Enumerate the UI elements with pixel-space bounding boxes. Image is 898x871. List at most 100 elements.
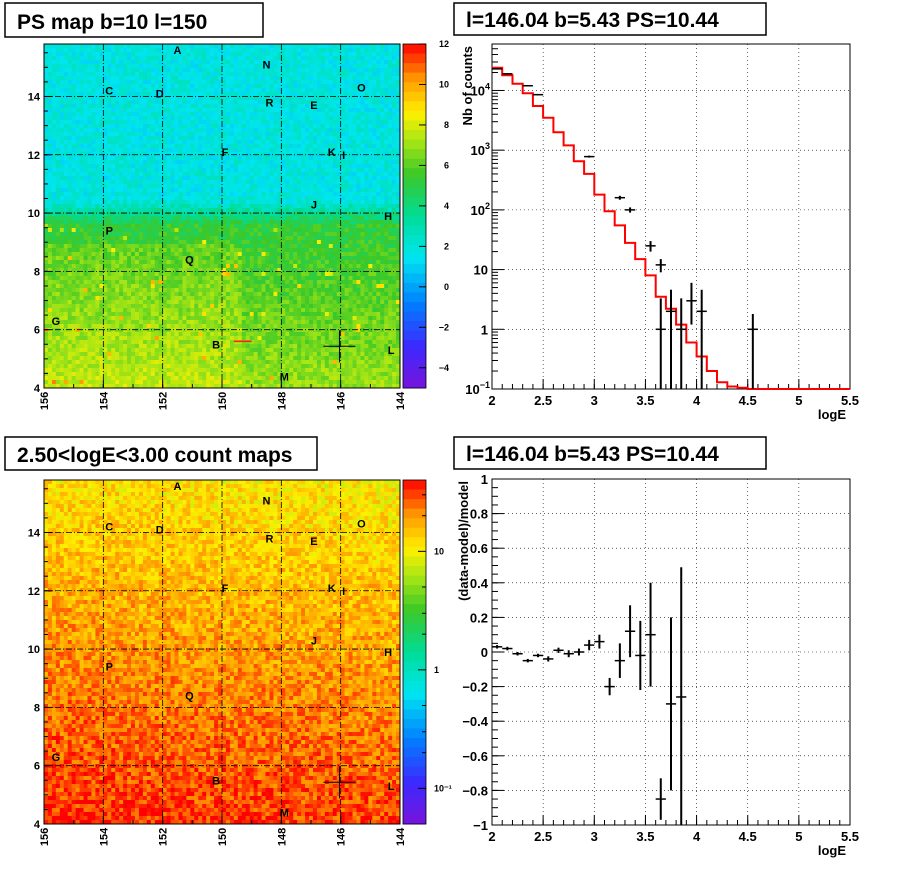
map-cell	[44, 132, 48, 136]
map-cell	[281, 132, 285, 136]
map-cell	[250, 108, 254, 112]
map-cell	[48, 100, 52, 104]
map-cell	[95, 224, 99, 228]
map-cell	[218, 128, 222, 132]
map-cell	[238, 232, 242, 236]
map-cell	[151, 48, 155, 52]
map-cell	[76, 88, 80, 92]
map-cell	[305, 240, 309, 244]
map-cell	[333, 132, 337, 136]
map-cell	[242, 232, 246, 236]
map-cell	[214, 136, 218, 140]
map-cell	[297, 108, 301, 112]
map-cell	[349, 152, 353, 156]
map-cell	[281, 76, 285, 80]
map-cell	[72, 120, 76, 124]
map-cell	[167, 144, 171, 148]
map-cell	[56, 232, 60, 236]
map-cell	[297, 244, 301, 248]
map-cell	[258, 136, 262, 140]
map-cell	[127, 164, 131, 168]
map-cell	[301, 200, 305, 204]
map-cell	[341, 252, 345, 256]
map-cell	[321, 128, 325, 132]
map-cell	[329, 240, 333, 244]
map-cell	[380, 80, 384, 84]
map-cell	[262, 156, 266, 160]
map-cell	[246, 84, 250, 88]
map-cell	[281, 172, 285, 176]
map-cell	[368, 236, 372, 240]
map-cell	[329, 132, 333, 136]
map-cell	[202, 176, 206, 180]
map-cell	[194, 112, 198, 116]
map-cell	[95, 172, 99, 176]
map-cell	[289, 244, 293, 248]
map-cell	[194, 208, 198, 212]
map-cell	[163, 252, 167, 256]
map-cell	[64, 88, 68, 92]
map-cell	[364, 224, 368, 228]
map-cell	[60, 196, 64, 200]
map-cell	[135, 164, 139, 168]
map-cell	[111, 156, 115, 160]
map-cell	[333, 100, 337, 104]
map-cell	[210, 52, 214, 56]
map-cell	[171, 184, 175, 188]
map-cell	[226, 236, 230, 240]
map-cell	[333, 248, 337, 252]
map-cell	[388, 252, 392, 256]
map-cell	[214, 76, 218, 80]
map-cell	[293, 104, 297, 108]
map-cell	[178, 152, 182, 156]
map-cell	[210, 184, 214, 188]
map-cell	[131, 216, 135, 220]
map-cell	[210, 124, 214, 128]
map-cell	[60, 172, 64, 176]
map-cell	[167, 260, 171, 264]
map-cell	[111, 176, 115, 180]
map-cell	[135, 224, 139, 228]
map-cell	[115, 252, 119, 256]
map-cell	[293, 56, 297, 60]
map-cell	[48, 44, 52, 48]
map-cell	[242, 160, 246, 164]
map-cell	[293, 136, 297, 140]
map-cell	[72, 172, 76, 176]
map-cell	[297, 172, 301, 176]
map-cell	[317, 260, 321, 264]
map-cell	[167, 84, 171, 88]
map-cell	[206, 188, 210, 192]
map-cell	[345, 132, 349, 136]
map-cell	[380, 168, 384, 172]
map-cell	[376, 164, 380, 168]
map-cell	[376, 228, 380, 232]
map-cell	[305, 228, 309, 232]
map-cell	[356, 152, 360, 156]
map-cell	[234, 108, 238, 112]
map-cell	[56, 264, 60, 268]
map-cell	[123, 188, 127, 192]
map-cell	[186, 208, 190, 212]
map-cell	[163, 156, 167, 160]
map-cell	[309, 172, 313, 176]
map-cell	[222, 240, 226, 244]
map-cell	[95, 120, 99, 124]
map-cell	[281, 68, 285, 72]
map-cell	[206, 232, 210, 236]
map-cell	[72, 84, 76, 88]
map-cell	[147, 240, 151, 244]
map-cell	[246, 48, 250, 52]
map-cell	[384, 188, 388, 192]
map-cell	[182, 248, 186, 252]
map-cell	[297, 44, 301, 48]
map-cell	[76, 204, 80, 208]
map-cell	[258, 72, 262, 76]
map-cell	[376, 124, 380, 128]
map-cell	[115, 48, 119, 52]
map-cell	[76, 188, 80, 192]
map-cell	[56, 152, 60, 156]
map-cell	[123, 152, 127, 156]
map-cell	[341, 216, 345, 220]
map-cell	[349, 260, 353, 264]
